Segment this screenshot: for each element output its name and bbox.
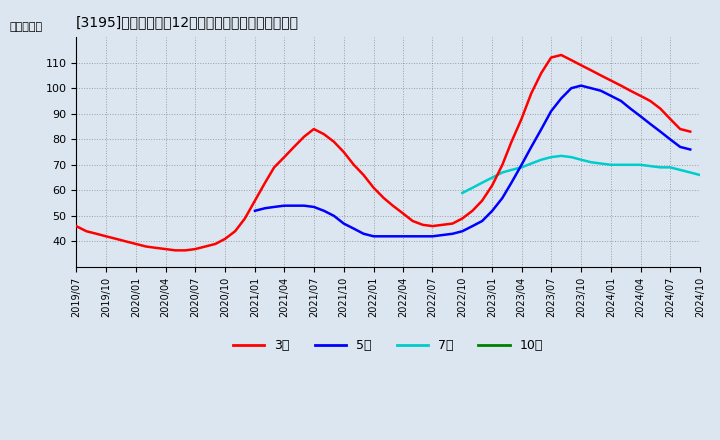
Y-axis label: （百万円）: （百万円） [10, 22, 43, 33]
Text: [3195]　当期純利益12か月移動合計の平均値の推移: [3195] 当期純利益12か月移動合計の平均値の推移 [76, 15, 300, 29]
Legend: 3年, 5年, 7年, 10年: 3年, 5年, 7年, 10年 [228, 334, 548, 357]
